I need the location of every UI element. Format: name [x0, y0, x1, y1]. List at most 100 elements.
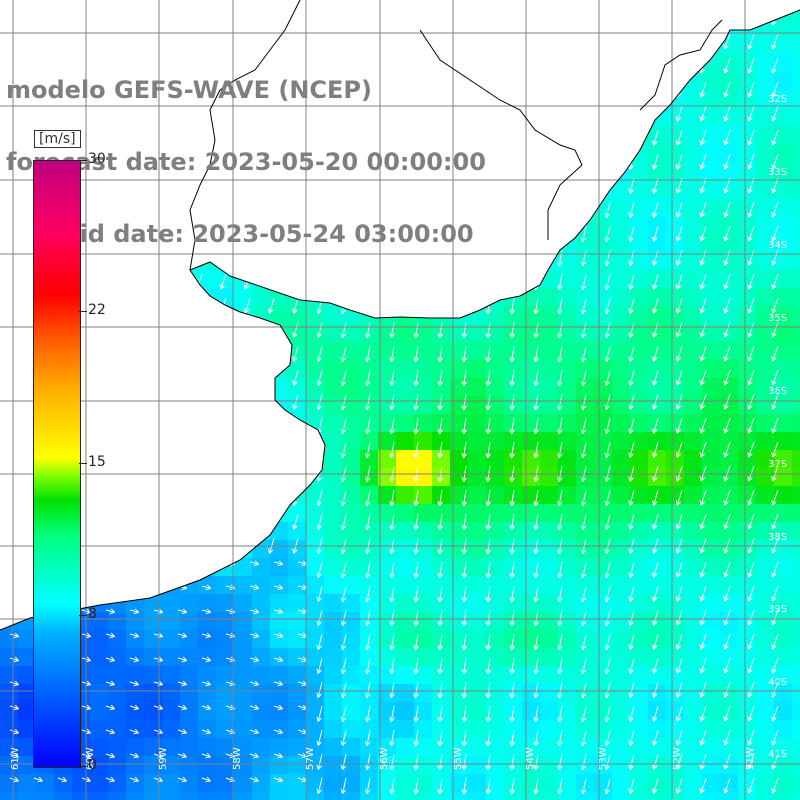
wind-arrow [580, 729, 587, 746]
speed-cell [90, 666, 109, 685]
speed-cell [306, 594, 325, 613]
speed-cell [720, 396, 739, 415]
wind-arrow [509, 753, 515, 771]
speed-cell [756, 126, 775, 145]
speed-cell [414, 774, 433, 793]
speed-cell [522, 36, 541, 55]
wind-arrow [171, 345, 179, 362]
speed-cell [504, 306, 523, 325]
speed-cell [108, 306, 127, 325]
wind-arrow [201, 752, 211, 759]
wind-arrow [153, 752, 163, 759]
wind-arrow [652, 489, 659, 506]
speed-cell [306, 450, 325, 469]
wind-arrow [699, 681, 707, 698]
speed-cell [612, 648, 631, 667]
speed-cell [774, 180, 793, 199]
speed-cell [18, 666, 37, 685]
speed-cell [630, 0, 649, 19]
wind-arrow [364, 561, 371, 579]
speed-cell [720, 360, 739, 379]
speed-cell [648, 414, 667, 433]
speed-cell [252, 684, 271, 703]
speed-cell [576, 198, 595, 217]
speed-cell [360, 540, 379, 559]
wind-arrow [723, 585, 731, 602]
speed-cell [540, 702, 559, 721]
speed-cell [540, 342, 559, 361]
speed-cell [486, 468, 505, 487]
speed-cell [360, 432, 379, 451]
wind-arrow [628, 489, 635, 506]
speed-cell [738, 180, 757, 199]
speed-cell [792, 144, 800, 163]
speed-cell [522, 378, 541, 397]
wind-arrow [533, 369, 539, 387]
speed-cell [90, 756, 109, 775]
speed-cell [540, 468, 559, 487]
speed-cell [378, 576, 397, 595]
wind-arrow [219, 345, 227, 362]
speed-cell [468, 378, 487, 397]
speed-cell [540, 0, 559, 19]
speed-cell [468, 342, 487, 361]
speed-cell [540, 288, 559, 307]
speed-cell [90, 486, 109, 505]
wind-arrow [675, 297, 683, 314]
speed-cell [216, 774, 235, 793]
speed-cell [540, 576, 559, 595]
speed-cell [612, 684, 631, 703]
speed-cell [756, 450, 775, 469]
wind-arrow [219, 9, 227, 26]
speed-cell [594, 432, 613, 451]
speed-cell [738, 558, 757, 577]
wind-arrow [437, 609, 443, 627]
speed-cell [450, 648, 469, 667]
speed-cell [774, 288, 793, 307]
wind-arrow [771, 585, 779, 602]
speed-cell [450, 792, 469, 800]
wind-arrow [675, 633, 683, 650]
wind-arrow [201, 728, 211, 735]
speed-cell [306, 738, 325, 757]
speed-cell [504, 504, 523, 523]
speed-cell [540, 396, 559, 415]
speed-cell [738, 342, 757, 361]
wind-arrow [485, 321, 492, 339]
speed-cell [144, 576, 163, 595]
wind-arrow [580, 609, 587, 626]
speed-cell [756, 324, 775, 343]
speed-cell [756, 774, 775, 793]
wind-arrow [652, 633, 659, 650]
wind-arrow [604, 369, 611, 386]
wind-arrow [628, 633, 635, 650]
wind-arrow [604, 585, 611, 602]
wind-arrow [580, 297, 587, 314]
wind-arrow [723, 81, 731, 98]
speed-cell [684, 630, 703, 649]
wind-arrow [604, 57, 611, 74]
speed-cell [558, 738, 577, 757]
speed-cell [342, 486, 361, 505]
speed-cell [540, 54, 559, 73]
speed-cell [234, 666, 253, 685]
speed-cell [486, 0, 505, 19]
speed-cell [504, 54, 523, 73]
speed-cell [414, 432, 433, 451]
speed-cell [0, 756, 19, 775]
speed-cell [738, 0, 757, 19]
speed-cell [90, 522, 109, 541]
speed-cell [288, 738, 307, 757]
speed-cell [396, 396, 415, 415]
speed-cell [594, 360, 613, 379]
speed-cell [486, 270, 505, 289]
speed-cell [144, 0, 163, 19]
speed-cell [216, 0, 235, 19]
speed-cell [378, 756, 397, 775]
speed-cell [486, 72, 505, 91]
lat-label: 36S [768, 386, 788, 397]
wind-arrow [340, 681, 347, 698]
speed-cell [288, 414, 307, 433]
speed-cell [432, 666, 451, 685]
wind-arrow [652, 57, 659, 74]
